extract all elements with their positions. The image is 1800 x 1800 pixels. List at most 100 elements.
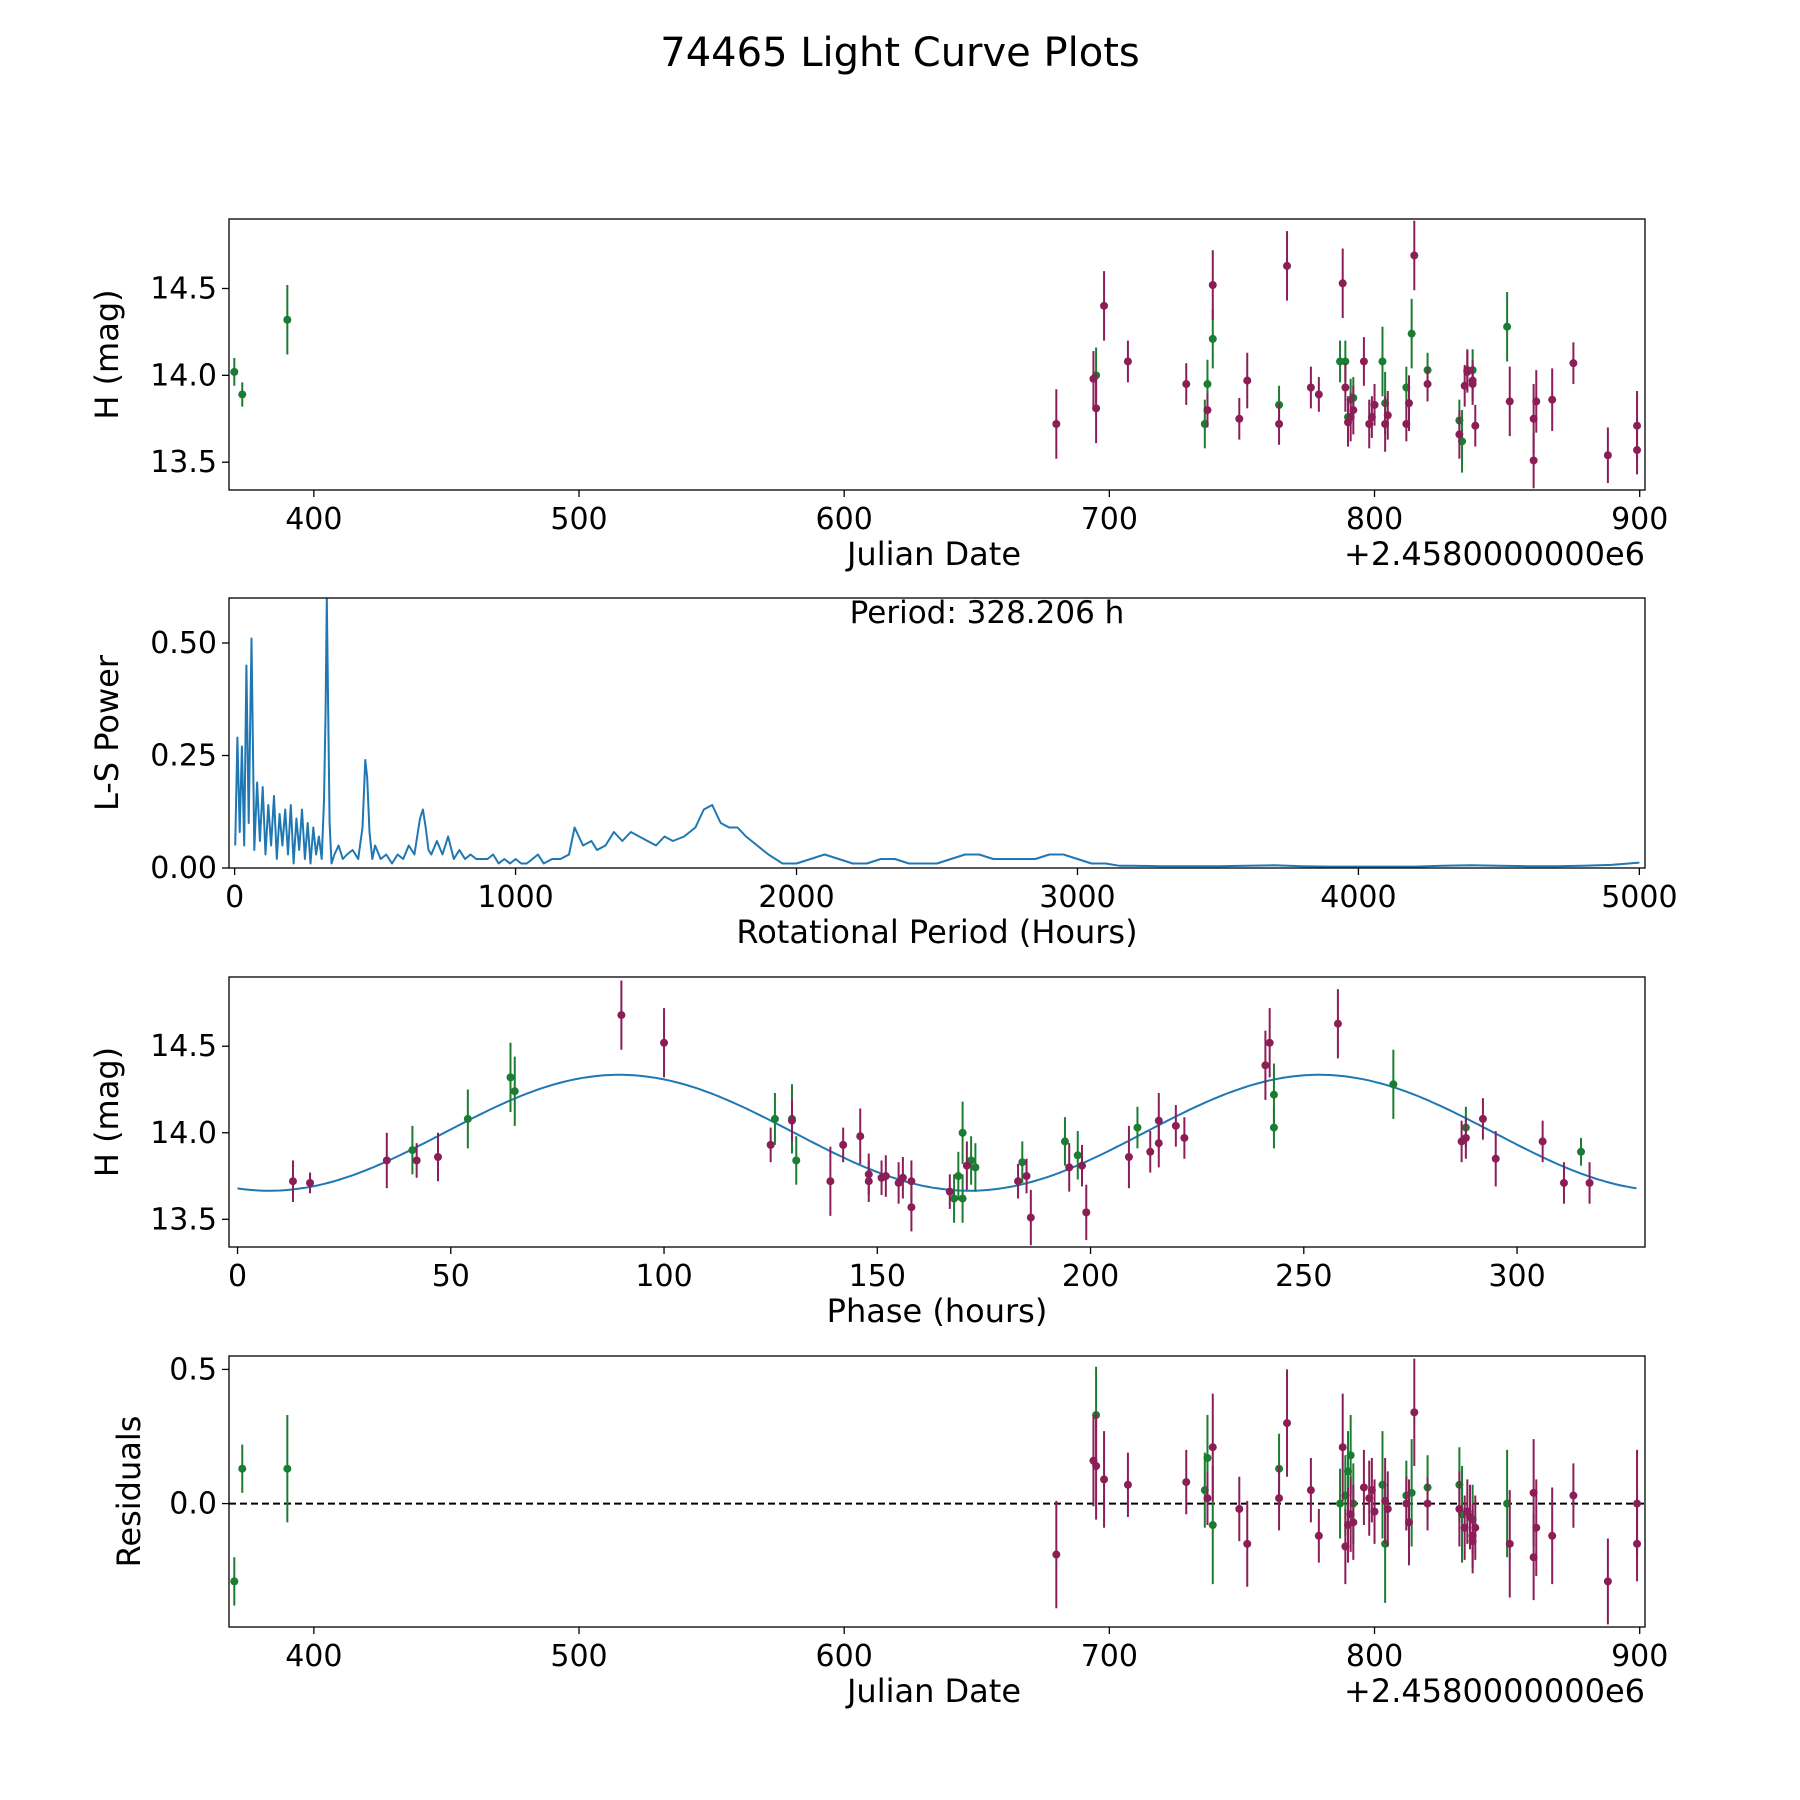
data-point bbox=[1275, 1494, 1284, 1503]
data-point bbox=[1338, 279, 1347, 288]
data-point bbox=[1410, 1408, 1419, 1417]
data-point bbox=[1092, 404, 1101, 413]
data-point bbox=[1503, 322, 1512, 331]
data-point bbox=[792, 1156, 801, 1165]
data-point bbox=[288, 1177, 297, 1186]
y-tick-label: 0.0 bbox=[169, 1487, 217, 1522]
data-point bbox=[1306, 1486, 1315, 1495]
y-tick-label: 0.5 bbox=[169, 1352, 217, 1387]
x-tick-label: 4000 bbox=[1320, 880, 1396, 915]
data-point bbox=[1314, 1531, 1323, 1540]
y-tick-label: 14.5 bbox=[150, 1029, 217, 1064]
x-tick-label: 600 bbox=[816, 1639, 873, 1674]
y-tick-label: 0.50 bbox=[150, 626, 217, 661]
y-tick-label: 0.00 bbox=[150, 851, 217, 886]
data-point bbox=[1577, 1147, 1586, 1156]
data-point bbox=[382, 1156, 391, 1165]
data-point bbox=[1405, 399, 1413, 408]
data-point bbox=[1423, 380, 1432, 389]
data-point bbox=[1203, 1453, 1212, 1462]
data-point bbox=[1370, 1507, 1379, 1516]
data-point bbox=[506, 1073, 515, 1082]
data-point bbox=[945, 1187, 954, 1196]
panel-3: 0 50 100 150 200 250 300 13.5 14.0 14.5 Phase (hou… bbox=[88, 976, 1646, 1330]
data-point bbox=[787, 1116, 796, 1125]
x-offset-text: +2.4580000000e6 bbox=[1344, 535, 1645, 573]
data-point bbox=[1349, 1518, 1358, 1527]
data-point bbox=[1208, 334, 1217, 343]
data-point bbox=[1123, 357, 1132, 366]
data-point bbox=[1478, 1114, 1487, 1123]
x-tick-label: 200 bbox=[1062, 1259, 1119, 1294]
data-point bbox=[1603, 1577, 1612, 1586]
data-point bbox=[1235, 1504, 1244, 1513]
data-point bbox=[1073, 1151, 1082, 1160]
data-point bbox=[1423, 1499, 1432, 1508]
data-point bbox=[881, 1172, 890, 1181]
data-point bbox=[1146, 1147, 1155, 1156]
x-tick-label: 0 bbox=[228, 1259, 247, 1294]
data-point bbox=[839, 1140, 848, 1149]
data-point bbox=[1060, 1137, 1069, 1146]
data-point bbox=[1124, 1153, 1133, 1161]
data-point bbox=[1359, 357, 1368, 366]
data-point bbox=[1410, 251, 1419, 260]
data-point bbox=[1154, 1116, 1163, 1125]
x-tick-label: 800 bbox=[1346, 1639, 1403, 1674]
x-tick-label: 600 bbox=[816, 502, 873, 537]
data-point bbox=[1505, 1539, 1514, 1548]
data-point bbox=[1569, 1491, 1578, 1500]
data-point bbox=[463, 1114, 472, 1123]
data-point bbox=[1026, 1213, 1035, 1222]
data-point bbox=[1203, 406, 1212, 415]
data-point bbox=[412, 1156, 421, 1165]
data-point bbox=[1082, 1208, 1091, 1217]
data-point bbox=[1123, 1480, 1132, 1489]
axes-frame bbox=[228, 218, 1646, 491]
x-axis-label: Julian Date bbox=[845, 535, 1021, 573]
data-point bbox=[1182, 1478, 1191, 1487]
data-point bbox=[1585, 1178, 1594, 1187]
axes-frame bbox=[228, 597, 1646, 869]
data-point bbox=[1208, 1443, 1217, 1452]
x-tick-label: 500 bbox=[550, 502, 607, 537]
x-tick-label: 5000 bbox=[1601, 880, 1677, 915]
data-point bbox=[1468, 376, 1477, 385]
data-point bbox=[1269, 1123, 1278, 1132]
panel-2: 0 1000 2000 3000 4000 5000 0.00 0.25 0.50 Rotatio… bbox=[88, 595, 1678, 951]
data-point bbox=[907, 1203, 916, 1212]
x-tick-label: 300 bbox=[1488, 1259, 1545, 1294]
data-point bbox=[954, 1172, 963, 1181]
data-point bbox=[1261, 1061, 1270, 1070]
data-point bbox=[1633, 1499, 1642, 1508]
y-tick-label: 14.0 bbox=[150, 1116, 217, 1151]
data-point bbox=[1235, 414, 1244, 423]
data-point bbox=[510, 1087, 519, 1096]
data-point bbox=[1014, 1177, 1023, 1186]
data-point bbox=[1203, 380, 1212, 389]
data-point bbox=[230, 367, 239, 376]
data-point bbox=[1529, 456, 1538, 465]
period-annotation: Period: 328.206 h bbox=[850, 595, 1125, 631]
y-axis-label: L-S Power bbox=[88, 654, 126, 811]
data-point bbox=[1455, 1504, 1464, 1513]
data-point bbox=[1538, 1137, 1547, 1146]
data-point bbox=[971, 1163, 980, 1172]
data-point bbox=[283, 1464, 292, 1473]
y-tick-label: 14.5 bbox=[150, 271, 217, 306]
data-point bbox=[1548, 395, 1557, 404]
x-tick-label: 100 bbox=[635, 1259, 692, 1294]
data-point bbox=[660, 1038, 669, 1047]
data-point bbox=[1243, 376, 1252, 385]
y-tick-label: 14.0 bbox=[150, 358, 217, 393]
data-point bbox=[1275, 419, 1284, 428]
data-point bbox=[1022, 1172, 1031, 1181]
x-tick-label: 400 bbox=[285, 1639, 342, 1674]
series-green-observations bbox=[408, 1042, 1586, 1223]
data-point bbox=[1359, 1483, 1368, 1492]
data-point bbox=[1346, 1451, 1355, 1460]
data-point bbox=[1203, 1494, 1212, 1503]
